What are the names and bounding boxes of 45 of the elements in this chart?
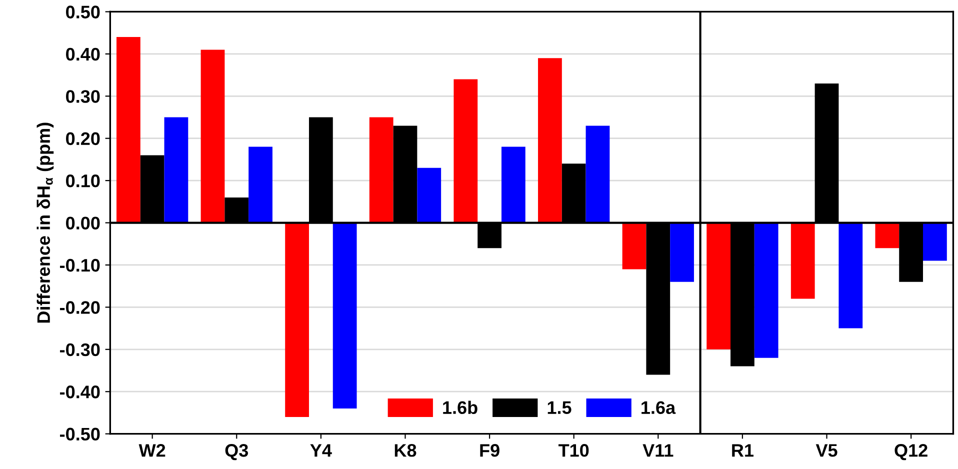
bar: [332, 222, 357, 408]
bar: [790, 222, 815, 299]
x-tick-label: R1: [732, 444, 754, 457]
legend-label: 1.6a: [642, 401, 676, 414]
y-axis-title: Difference in δH$_{α}$ (ppm): [36, 122, 54, 323]
bar: [454, 79, 478, 223]
bar: [838, 222, 863, 328]
y-tick-label: 0.40: [66, 48, 100, 61]
bar: [923, 222, 947, 261]
x-tick-label: V11: [642, 444, 674, 457]
x-tick-label: F9: [480, 444, 500, 457]
legend-label: 1.5: [548, 401, 572, 414]
bar: [586, 126, 610, 223]
x-tick-label: Q12: [894, 444, 928, 460]
y-tick-label: 0.30: [66, 90, 100, 103]
bar: [670, 222, 694, 282]
bar: [116, 37, 140, 223]
y-tick-label: 0.10: [66, 174, 100, 188]
bar: [248, 146, 272, 223]
y-tick-label: -0.50: [60, 428, 100, 441]
bar: [875, 222, 900, 248]
x-tick-label: Q3: [225, 444, 248, 460]
bar: [200, 50, 225, 223]
bar: [417, 168, 442, 223]
x-tick-label: Y4: [310, 444, 332, 457]
y-tick-label: -0.40: [60, 386, 100, 398]
bar: [501, 146, 526, 223]
bar: [754, 222, 778, 358]
y-tick-label: 0.50: [66, 6, 100, 18]
bar: [622, 222, 646, 270]
bar: [706, 222, 731, 350]
x-tick-label: K8: [394, 444, 416, 457]
y-tick-label: -0.30: [60, 343, 100, 356]
x-tick-label: T10: [558, 444, 589, 457]
legend-label: 1.6b: [443, 400, 478, 414]
y-tick-label: 0.00: [66, 216, 100, 230]
bar: [164, 117, 188, 223]
x-tick-label: W2: [138, 444, 166, 457]
x-tick-label: V5: [816, 444, 838, 457]
y-tick-label: 0.20: [66, 132, 100, 146]
bar: [538, 58, 562, 223]
bar: [285, 222, 309, 417]
y-tick-label: -0.10: [60, 258, 100, 272]
bar: [369, 117, 394, 223]
y-tick-label: -0.20: [60, 301, 100, 314]
